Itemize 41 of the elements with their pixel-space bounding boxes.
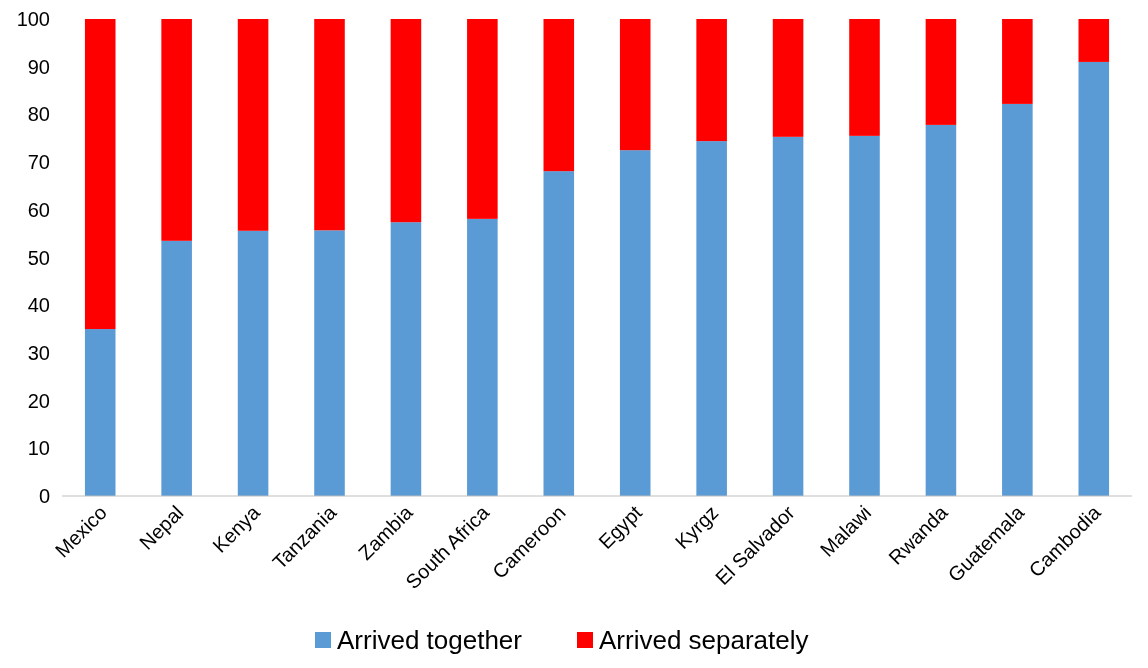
- y-tick-label: 20: [27, 389, 50, 412]
- bar: [84, 329, 116, 496]
- bar: [619, 19, 651, 151]
- bar: [467, 19, 498, 219]
- bar: [314, 19, 345, 231]
- bar: [772, 136, 804, 496]
- y-tick-label: 80: [27, 103, 50, 126]
- y-tick-label: 40: [27, 294, 50, 317]
- y-tick-label: 70: [27, 151, 50, 174]
- y-tick-label: 100: [16, 8, 50, 30]
- bar: [161, 19, 192, 241]
- bar: [925, 124, 957, 496]
- bar: [543, 171, 575, 496]
- y-tick-label: 50: [27, 246, 50, 269]
- bar: [314, 230, 345, 496]
- legend-label: Arrived separately: [599, 625, 809, 656]
- bar: [772, 19, 804, 137]
- bar: [925, 19, 957, 125]
- bar: [696, 19, 727, 142]
- bar: [390, 19, 422, 223]
- bar: [543, 19, 575, 172]
- bar: [619, 150, 651, 496]
- bar: [390, 222, 422, 496]
- bar: [1002, 103, 1033, 496]
- y-tick-label: 30: [27, 341, 50, 364]
- bar: [1078, 61, 1110, 496]
- y-tick-label: 10: [27, 437, 50, 460]
- bar: [849, 135, 880, 496]
- bar: [237, 230, 269, 496]
- bar: [84, 19, 116, 330]
- y-tick-label: 0: [38, 485, 50, 507]
- bar: [1078, 19, 1110, 62]
- bar: [237, 19, 269, 231]
- bar: [696, 141, 727, 496]
- bar: [1002, 19, 1033, 104]
- y-tick-label: 60: [27, 198, 50, 221]
- bar: [849, 19, 880, 136]
- legend-label: Arrived together: [337, 625, 523, 656]
- bar: [467, 218, 498, 496]
- y-tick-label: 90: [27, 55, 50, 78]
- bar: [161, 240, 192, 496]
